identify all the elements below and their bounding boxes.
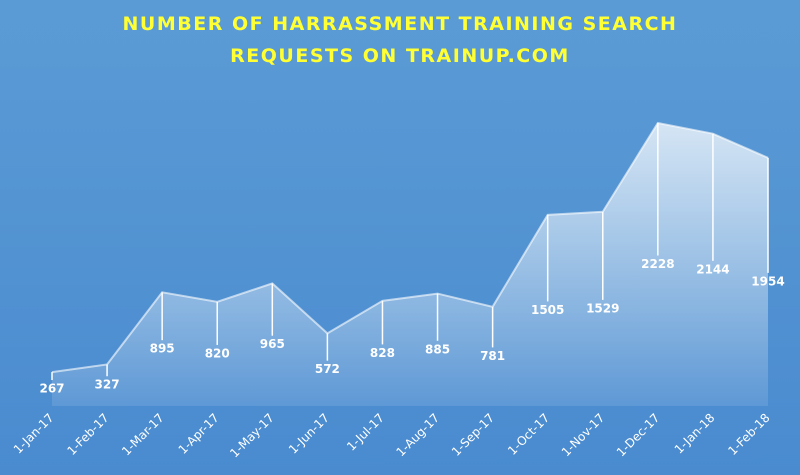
chart-title: NUMBER OF HARRASSMENT TRAINING SEARCH REQ… <box>123 13 678 67</box>
data-label: 1529 <box>586 301 619 315</box>
data-label: 572 <box>315 362 340 376</box>
data-label: 895 <box>150 342 175 356</box>
data-label: 828 <box>370 346 395 360</box>
data-label: 2144 <box>696 262 729 276</box>
data-label: 327 <box>95 378 120 392</box>
data-label: 267 <box>39 382 64 396</box>
data-label: 781 <box>480 349 505 363</box>
area-line <box>51 121 769 374</box>
data-label: 965 <box>260 337 285 351</box>
data-label: 2228 <box>641 257 674 271</box>
data-label: 820 <box>205 346 230 360</box>
data-label: 1505 <box>531 303 564 317</box>
data-label: 885 <box>425 342 450 356</box>
data-label: 1954 <box>751 274 784 288</box>
area <box>52 123 768 406</box>
